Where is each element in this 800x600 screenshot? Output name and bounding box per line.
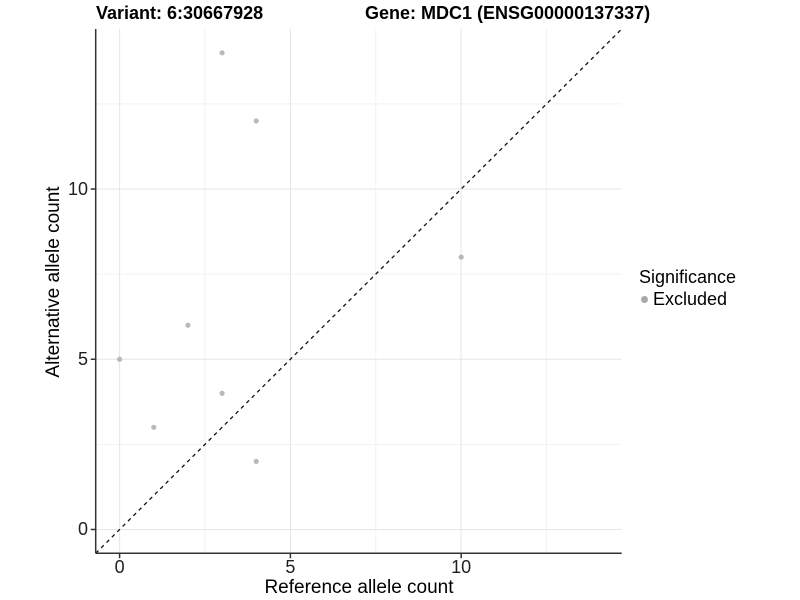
y-tick-label: 0 — [77, 519, 88, 540]
x-tick-label: 0 — [114, 557, 125, 577]
data-point — [185, 322, 191, 328]
plot-title-variant: Variant: 6:30667928 — [96, 3, 264, 23]
legend-title: Significance — [639, 267, 737, 287]
legend-item-excluded: Excluded — [639, 288, 736, 310]
x-axis-title: Reference allele count — [264, 577, 454, 598]
identity-dashed-line — [95, 28, 623, 554]
legend-item-label: Excluded — [653, 289, 728, 309]
x-tick-label: 5 — [285, 557, 296, 577]
data-point — [151, 424, 157, 430]
data-point — [458, 254, 464, 260]
data-point — [117, 356, 123, 362]
legend: Significance Excluded — [639, 266, 736, 310]
data-point — [219, 390, 225, 396]
x-tick-label: 10 — [451, 557, 472, 577]
legend-point-icon — [641, 295, 648, 303]
y-axis-title: Alternative allele count — [43, 186, 64, 378]
plot-title-gene: Gene: MDC1 (ENSG00000137337) — [365, 3, 651, 23]
data-point — [253, 458, 259, 464]
data-point — [253, 118, 259, 124]
y-tick-label: 5 — [77, 349, 88, 370]
y-tick-label: 10 — [67, 179, 88, 199]
data-point — [219, 50, 225, 56]
